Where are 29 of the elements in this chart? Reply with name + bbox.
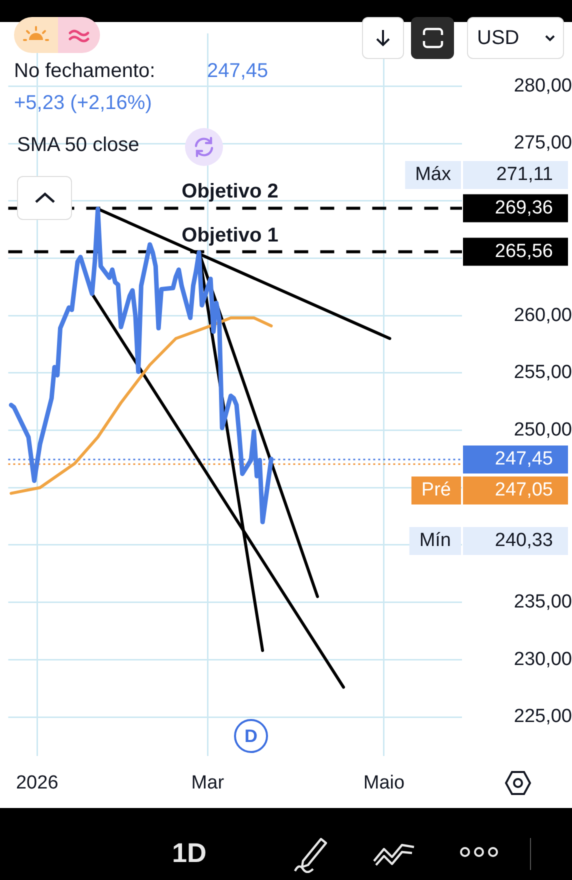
y-tick-label: 250,00 [514, 419, 572, 440]
annotation: No fechamento: [14, 60, 156, 83]
x-tick-label: Maio [363, 772, 405, 794]
x-tick-label: 2026 [16, 772, 58, 794]
annotation: Máx [415, 164, 452, 186]
annotation: SMA 50 close [17, 134, 140, 157]
annotation: D [244, 726, 258, 746]
annotation: 247,45 [207, 60, 268, 83]
text: 265,56 [494, 241, 553, 262]
y-tick-label: 230,00 [514, 648, 572, 670]
text: 240,33 [494, 530, 553, 552]
text: 271,11 [496, 164, 553, 186]
ref-line-label: Objetivo 1 [182, 224, 278, 246]
text: 1D [172, 838, 207, 869]
y-tick-label: 260,00 [514, 304, 572, 326]
y-tick-label: 275,00 [514, 132, 572, 154]
y-tick-label: 255,00 [514, 362, 572, 384]
text: 247,45 [494, 448, 553, 470]
ref-line-label: Objetivo 2 [182, 180, 278, 203]
text: 247,05 [494, 480, 553, 501]
ref-line-label: Pré [421, 480, 452, 501]
x-tick-label: Mar [191, 772, 225, 794]
annotation: +5,23 (+2,16%) [14, 92, 152, 115]
y-tick-label: 235,00 [514, 592, 572, 613]
y-tick-label: 225,00 [514, 706, 572, 728]
text: USD [477, 27, 520, 50]
y-tick-label: 280,00 [514, 75, 572, 96]
text: 269,36 [494, 197, 553, 218]
annotation: Mín [419, 530, 452, 552]
